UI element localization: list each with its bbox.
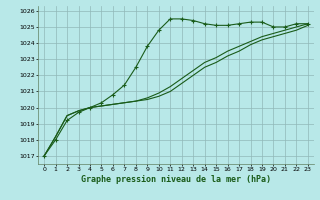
- X-axis label: Graphe pression niveau de la mer (hPa): Graphe pression niveau de la mer (hPa): [81, 175, 271, 184]
